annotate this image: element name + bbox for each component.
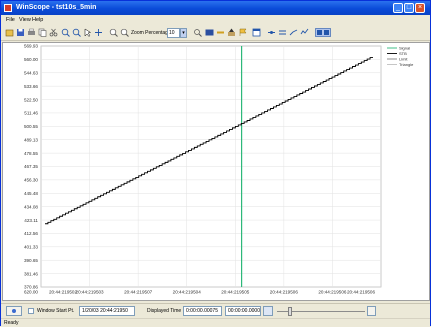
minimize-button[interactable]: _ [393,3,403,13]
flag-icon[interactable] [239,28,248,37]
position-slider-thumb[interactable] [288,307,292,316]
cursor-line-icon[interactable] [267,28,276,37]
menu-bar: File View Help [1,15,430,25]
x-tick-label: 20:44:219504 [173,290,202,295]
y-tick-label: 370.86 [24,285,38,290]
time-field[interactable]: 00:00:00.00008 [225,306,261,316]
print-icon[interactable] [27,28,36,37]
hline-icon[interactable] [278,28,287,37]
legend-label: Signal [399,46,410,51]
x-tick-label: 20:44:219507 [124,290,153,295]
menu-file[interactable]: File [6,17,15,23]
window-start-checkbox[interactable] [28,308,34,314]
y-tick-label: 489.13 [24,137,38,142]
y-tick-label: 569.93 [24,44,38,49]
search-icon[interactable] [193,28,202,37]
cursor-icon[interactable] [83,28,92,37]
color-icon[interactable] [227,28,236,37]
x-tick-label: 20:44:219506 [347,290,376,295]
x-tick-label: 20:44:219506 [318,290,347,295]
position-slider-track[interactable] [277,311,365,312]
zoom-percentage-select[interactable]: 10 [167,28,180,38]
zoom-area-icon[interactable] [120,28,129,37]
zoom-tool-icon[interactable] [109,28,118,37]
signal-series-line [45,57,373,225]
displayed-time-label: Displayed Time [147,308,182,314]
y-tick-label: 544.63 [24,70,38,75]
y-tick-label: 522.50 [24,97,38,102]
y-tick-label: 533.66 [24,84,38,89]
y-tick-label: 423.11 [24,218,38,223]
y-tick-label: 401.33 [24,245,38,250]
position-bar: Window Start Pt. 1/20/03 20:44:21950 Dis… [1,303,430,317]
spin-icon[interactable] [263,306,273,316]
y-tick-label: 434.08 [24,204,38,209]
grid-icon[interactable] [205,28,214,37]
window-title: WinScope - tst10s_5min [16,4,97,11]
save-icon[interactable] [16,28,25,37]
status-text: Ready [4,320,19,326]
chart-mode-icon[interactable] [315,28,331,37]
chart-canvas[interactable]: 569.93 560.00 544.63 533.66 522.50 511.46 500.… [3,43,429,300]
slope-icon[interactable] [289,28,298,37]
chevron-down-icon[interactable]: ▾ [180,28,187,38]
pan-icon[interactable] [94,28,103,37]
copy-icon[interactable] [38,28,47,37]
y-tick-label: 560.00 [24,57,38,62]
trend-icon[interactable] [300,28,309,37]
zoom-percentage-label: Zoom Percentage [131,30,171,36]
y-tick-label: 511.46 [24,111,38,116]
y-bottom-label: 620.00 [24,290,38,295]
toolbar: Zoom Percentage 10 ▾ [1,26,430,41]
chart-panel[interactable]: 569.93 560.00 544.63 533.66 522.50 511.46 500.… [2,42,430,301]
y-tick-label: 412.56 [24,231,38,236]
title-bar[interactable]: WinScope - tst10s_5min _ □ × [1,1,430,15]
maximize-button[interactable]: □ [404,3,414,13]
legend-label: STB [399,51,407,56]
window-start-field[interactable]: 1/20/03 20:44:21950 [79,306,135,316]
open-icon[interactable] [5,28,14,37]
marker-icon[interactable] [216,28,225,37]
x-tick-label: 20:44:219503 [76,290,105,295]
window-start-label: Window Start Pt. [37,308,75,314]
x-tick-label: 20:44:219506 [270,290,299,295]
x-tick-label: 20:44:219505 [221,290,250,295]
cut-icon[interactable] [49,28,58,37]
y-tick-label: 456.30 [24,178,38,183]
go-icon [12,309,16,313]
y-tick-label: 500.55 [24,124,38,129]
y-tick-label: 467.35 [24,164,38,169]
x-tick-label: 20:44:219502 [49,290,78,295]
zoom-out-icon[interactable] [72,28,81,37]
go-button[interactable] [6,306,22,316]
app-icon [4,4,12,12]
y-tick-label: 478.55 [24,151,38,156]
window-icon[interactable] [252,28,261,37]
end-button[interactable] [367,306,376,316]
menu-view[interactable]: View [19,17,31,23]
close-button[interactable]: × [415,3,425,13]
zoom-in-icon[interactable] [61,28,70,37]
displayed-time-field[interactable]: 0:00:00.00075 [183,306,222,316]
status-bar: Ready [1,318,430,326]
y-tick-label: 390.65 [24,258,38,263]
legend-label: Limit [399,57,408,62]
y-tick-label: 381.46 [24,271,38,276]
legend-label: Triangle [399,62,414,67]
y-tick-label: 445.48 [24,191,38,196]
menu-help[interactable]: Help [32,17,44,23]
